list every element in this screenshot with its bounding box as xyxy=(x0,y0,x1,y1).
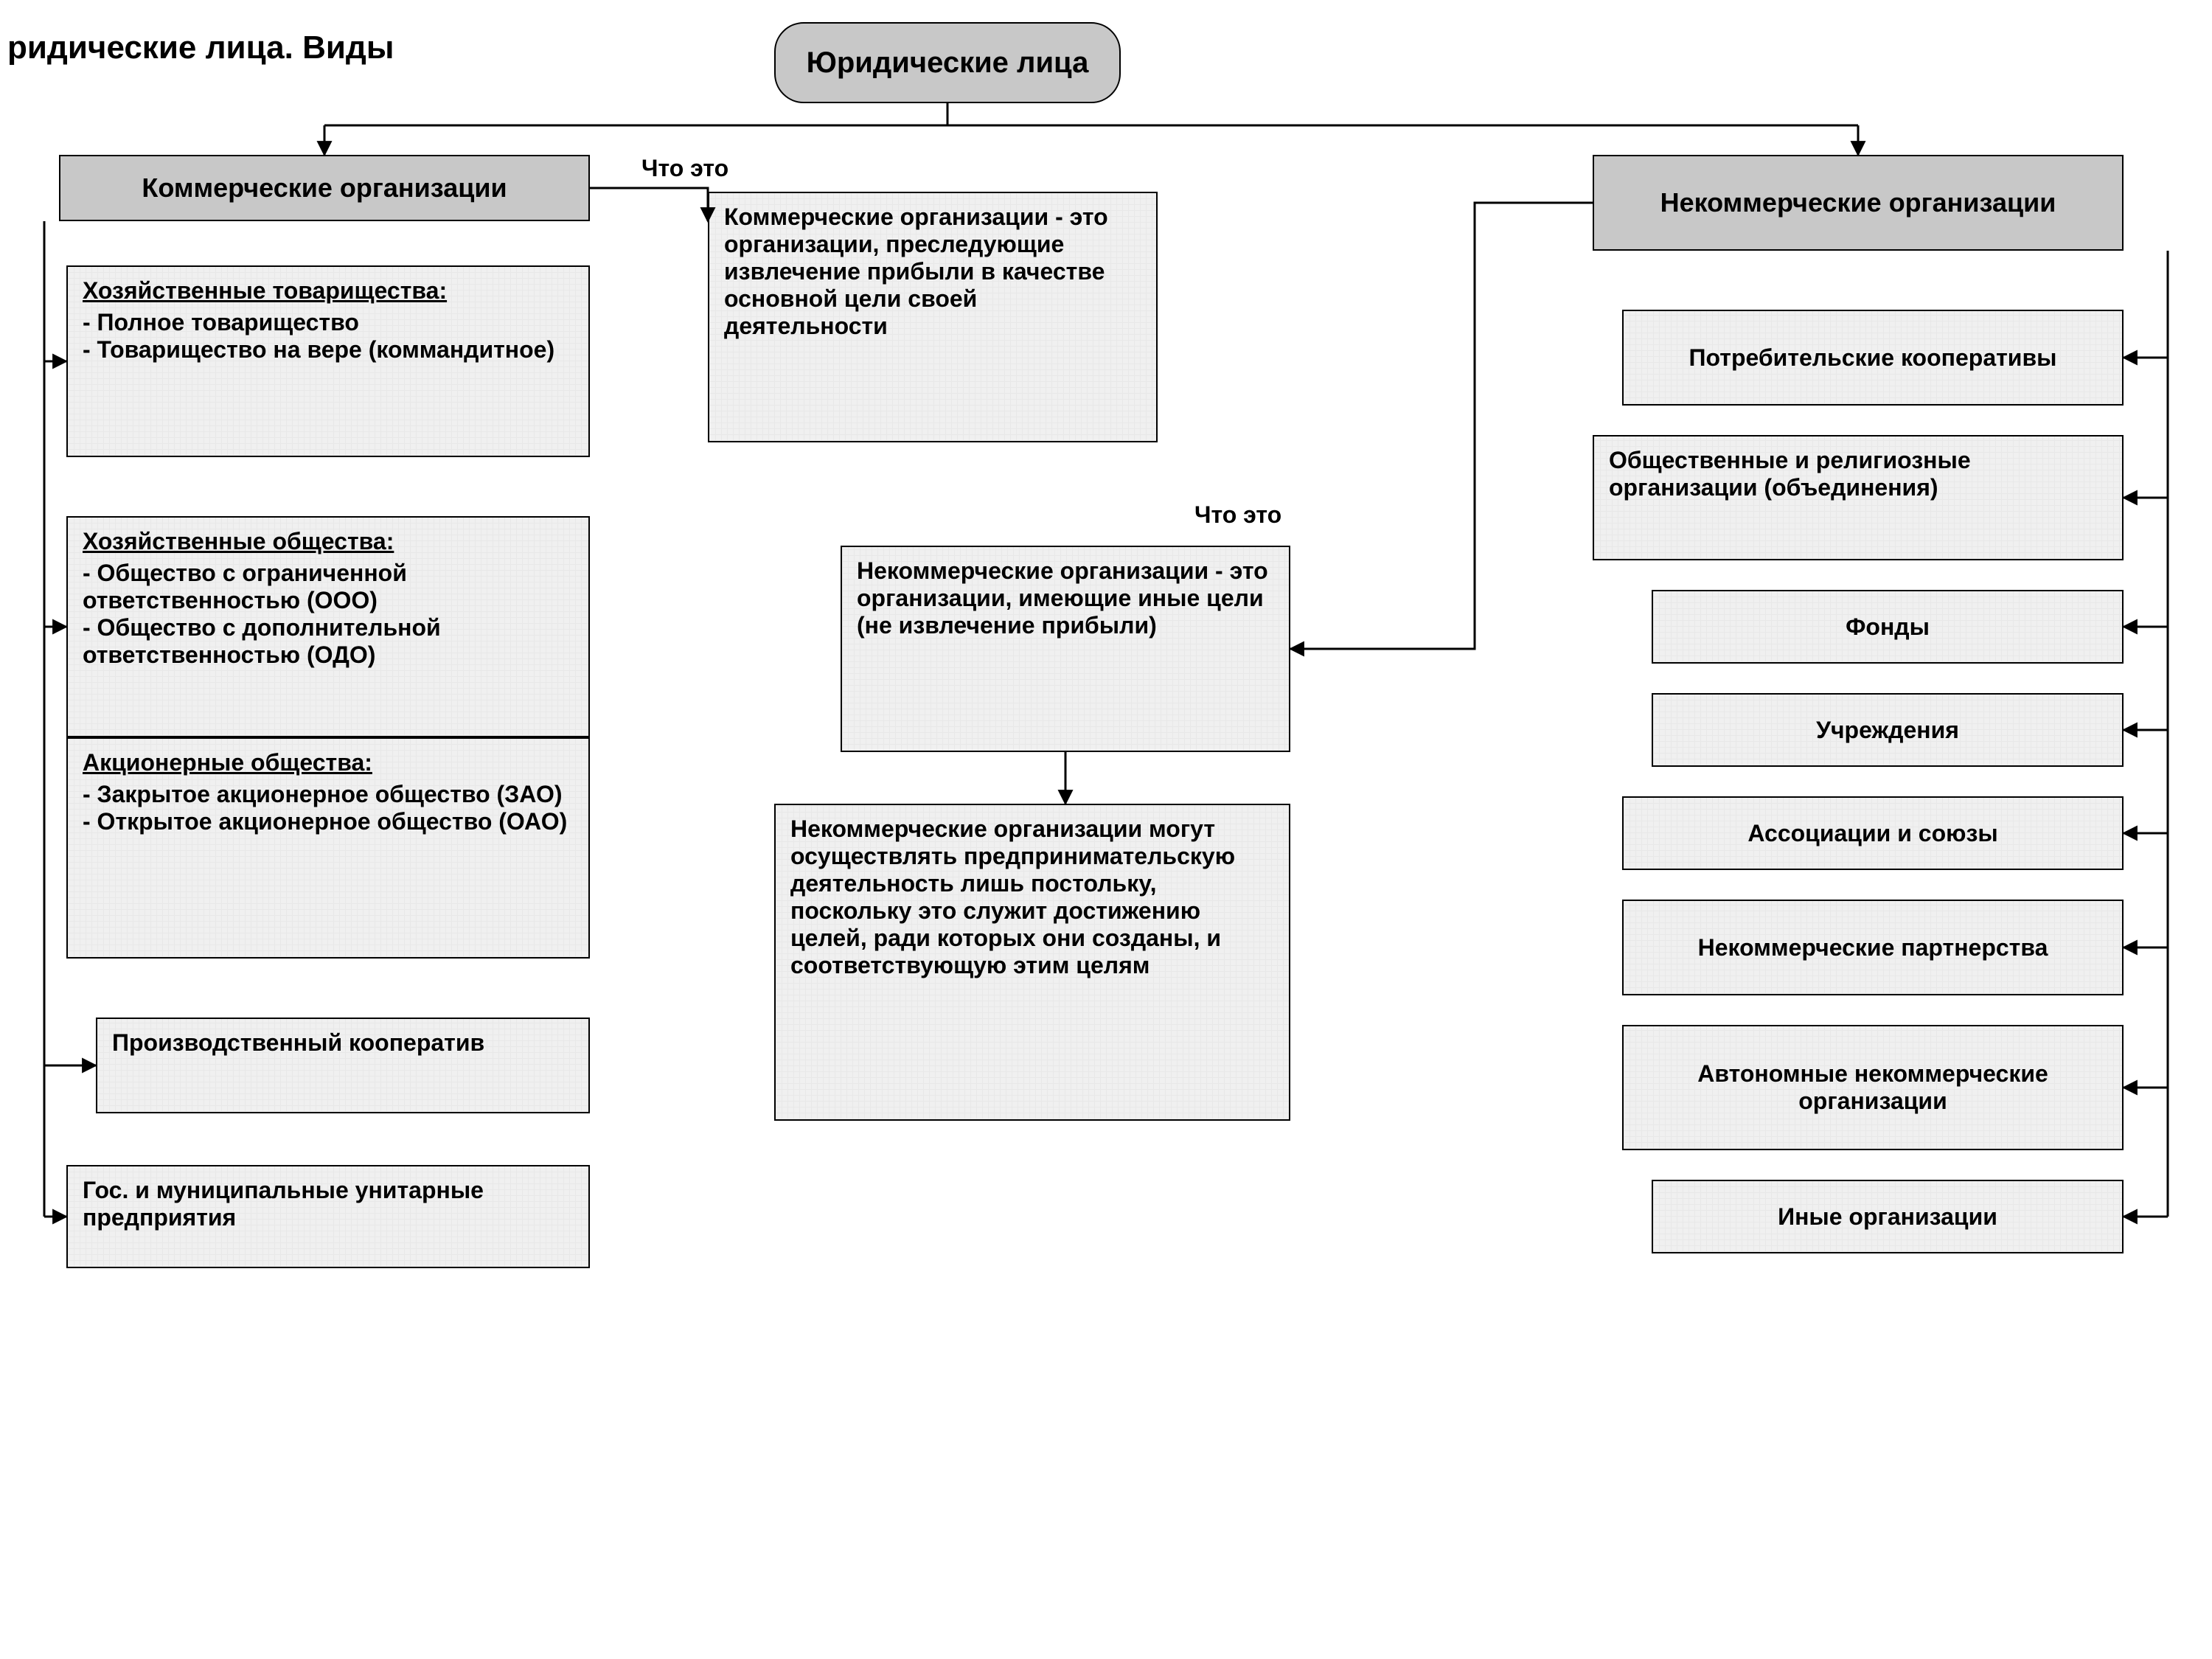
left-item-heading: Хозяйственные товарищества: xyxy=(83,277,574,305)
left-item-line: - Закрытое акционерное общество (ЗАО) xyxy=(83,781,574,808)
left-item-heading: Акционерные общества: xyxy=(83,749,574,776)
left-item: Хозяйственные общества: - Общество с огр… xyxy=(66,516,590,737)
left-item: Гос. и муниципальные унитарные предприят… xyxy=(66,1165,590,1268)
right-item: Автономные некоммерческие организации xyxy=(1622,1025,2124,1150)
right-item-label: Некоммерческие партнерства xyxy=(1698,934,2048,961)
left-item-line: - Полное товарищество xyxy=(83,309,574,336)
left-item: Хозяйственные товарищества: - Полное тов… xyxy=(66,265,590,457)
left-item-line: - Открытое акционерное общество (ОАО) xyxy=(83,808,574,835)
note-noncommercial-text: Некоммерческие организации могут осущест… xyxy=(790,815,1235,978)
definition-commercial: Коммерческие организации - это организац… xyxy=(708,192,1158,442)
right-item-label: Учреждения xyxy=(1816,717,1959,744)
right-item-label: Иные организации xyxy=(1778,1203,1997,1231)
page-title: ридические лица. Виды xyxy=(7,29,394,66)
left-item-line: - Общество с дополнительной ответственно… xyxy=(83,614,574,669)
right-item: Учреждения xyxy=(1652,693,2124,767)
definition-noncommercial: Некоммерческие организации - это организ… xyxy=(841,546,1290,752)
right-item-label: Потребительские кооперативы xyxy=(1689,344,2057,372)
root-node-label: Юридические лица xyxy=(807,46,1089,80)
right-item-label: Автономные некоммерческие организации xyxy=(1638,1060,2107,1115)
root-node: Юридические лица xyxy=(774,22,1121,103)
diagram-canvas: ридические лица. Виды Юридические лица К… xyxy=(0,0,2212,1659)
right-item: Общественные и религиозные организации (… xyxy=(1593,435,2124,560)
right-item: Некоммерческие партнерства xyxy=(1622,900,2124,995)
definition-noncommercial-text: Некоммерческие организации - это организ… xyxy=(857,557,1268,639)
annotation-what-left: Что это xyxy=(641,155,728,182)
right-item: Иные организации xyxy=(1652,1180,2124,1253)
right-item-label: Фонды xyxy=(1846,613,1930,641)
right-item-label: Ассоциации и союзы xyxy=(1747,820,1997,847)
left-branch-header: Коммерческие организации xyxy=(59,155,590,221)
annotation-what-right: Что это xyxy=(1194,501,1281,529)
right-branch-header: Некоммерческие организации xyxy=(1593,155,2124,251)
right-branch-header-label: Некоммерческие организации xyxy=(1660,187,2056,218)
note-noncommercial: Некоммерческие организации могут осущест… xyxy=(774,804,1290,1121)
right-item: Потребительские кооперативы xyxy=(1622,310,2124,406)
left-branch-header-label: Коммерческие организации xyxy=(142,173,507,204)
left-item: Акционерные общества: - Закрытое акционе… xyxy=(66,737,590,959)
right-item: Ассоциации и союзы xyxy=(1622,796,2124,870)
left-item-line: - Товарищество на вере (коммандитное) xyxy=(83,336,574,364)
left-item-line: Гос. и муниципальные унитарные предприят… xyxy=(83,1177,574,1231)
left-item-line: Производственный кооператив xyxy=(112,1029,574,1057)
left-item: Производственный кооператив xyxy=(96,1018,590,1113)
right-item: Фонды xyxy=(1652,590,2124,664)
left-item-heading: Хозяйственные общества: xyxy=(83,528,574,555)
left-item-line: - Общество с ограниченной ответственност… xyxy=(83,560,574,614)
definition-commercial-text: Коммерческие организации - это организац… xyxy=(724,204,1108,339)
right-item-label: Общественные и религиозные организации (… xyxy=(1609,447,1971,501)
